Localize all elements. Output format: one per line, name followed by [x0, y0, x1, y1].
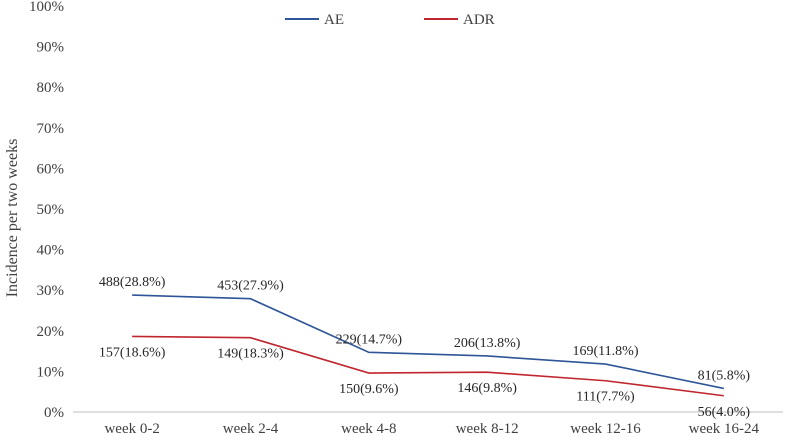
- data-label-ae: 229(14.7%): [336, 332, 403, 347]
- x-tick-label: week 12-16: [570, 421, 641, 437]
- data-label-ae: 206(13.8%): [454, 336, 521, 351]
- data-label-adr: 146(9.8%): [457, 381, 517, 396]
- data-labels: 488(28.8%) 453(27.9%) 229(14.7%) 206(13.8%)…: [99, 275, 750, 420]
- y-tick-label: 80%: [37, 80, 65, 96]
- x-axis: week 0-2 week 2-4 week 4-8 week 8-12 week 12…: [73, 411, 783, 437]
- data-label-adr: 157(18.6%): [99, 345, 166, 360]
- y-tick-label: 30%: [37, 283, 65, 299]
- y-axis: 0% 10% 20% 30% 40% 50% 60% 70% 80% 90% 100%: [29, 0, 64, 421]
- data-label-ae: 169(11.8%): [573, 344, 639, 359]
- legend-label-adr: ADR: [463, 12, 495, 28]
- x-tick-label: week 2-4: [223, 421, 279, 437]
- y-tick-label: 70%: [37, 121, 65, 137]
- y-axis-label: Incidence per two weeks: [4, 139, 21, 298]
- y-tick-label: 20%: [37, 324, 65, 340]
- x-tick-label: week 4-8: [341, 421, 396, 437]
- x-tick-label: week 8-12: [456, 421, 519, 437]
- series-layer: [132, 294, 724, 397]
- data-label-adr: 150(9.6%): [339, 382, 399, 397]
- data-label-adr: 149(18.3%): [217, 347, 284, 362]
- legend: AE ADR: [285, 12, 495, 28]
- data-label-adr: 111(7.7%): [576, 390, 635, 405]
- y-tick-label: 0%: [44, 405, 64, 421]
- y-tick-label: 90%: [37, 40, 65, 56]
- data-label-adr: 56(4.0%): [698, 405, 751, 420]
- series-line-ae: [132, 294, 724, 390]
- x-tick-label: week 16-24: [689, 421, 760, 437]
- series-line-adr: [132, 335, 724, 397]
- y-tick-label: 50%: [37, 202, 65, 218]
- y-tick-label: 100%: [29, 0, 64, 15]
- y-tick-label: 10%: [37, 364, 65, 380]
- y-tick-label: 40%: [37, 243, 65, 259]
- data-label-ae: 488(28.8%): [99, 275, 166, 290]
- y-tick-label: 60%: [37, 161, 65, 177]
- legend-label-ae: AE: [324, 12, 344, 28]
- data-label-ae: 81(5.8%): [698, 368, 751, 383]
- x-tick-label: week 0-2: [104, 421, 159, 437]
- data-label-ae: 453(27.9%): [217, 279, 284, 294]
